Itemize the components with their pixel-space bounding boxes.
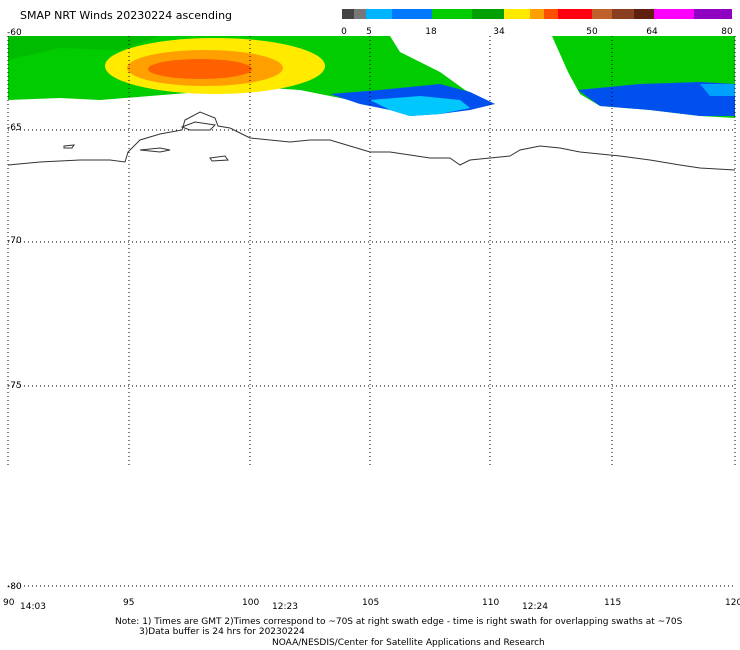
lat-label: -75 [7, 381, 22, 391]
lon-label: 100 [242, 598, 259, 608]
colorbar-tick: 34 [493, 27, 505, 37]
lat-label: -65 [7, 123, 22, 133]
wind-swath [8, 36, 735, 118]
colorbar-tick: 50 [586, 27, 598, 37]
colorbar-tick: 5 [366, 27, 372, 37]
time-label: 12:23 [272, 602, 298, 612]
lat-label: -80 [7, 582, 22, 592]
lon-label: 90 [3, 598, 15, 608]
lon-label: 115 [604, 598, 621, 608]
colorbar-tick: 0 [341, 27, 347, 37]
lon-label: 110 [482, 598, 499, 608]
lon-label: 120 [725, 598, 740, 608]
time-label: 12:24 [522, 602, 548, 612]
note-line-3: NOAA/NESDIS/Center for Satellite Applica… [272, 638, 545, 648]
colorbar-tick: 80 [721, 27, 733, 37]
colorbar-tick: 18 [425, 27, 437, 37]
antarctic-coastline [7, 111, 736, 171]
lat-label: -60 [7, 28, 22, 38]
map-title: SMAP NRT Winds 20230224 ascending [20, 9, 233, 22]
note-line-2: 3)Data buffer is 24 hrs for 20230224 [139, 627, 305, 637]
time-label: 14:03 [20, 602, 46, 612]
wind-speed-colorbar: 0 5 18 34 50 64 80 [341, 6, 733, 37]
map-grid [7, 36, 736, 587]
note-line-1: Note: 1) Times are GMT 2)Times correspon… [115, 617, 683, 627]
colorbar-swatches [342, 9, 732, 19]
colorbar-tick: 64 [646, 27, 658, 37]
lat-label: -70 [7, 236, 22, 246]
lon-label: 95 [123, 598, 134, 608]
lon-label: 105 [362, 598, 379, 608]
